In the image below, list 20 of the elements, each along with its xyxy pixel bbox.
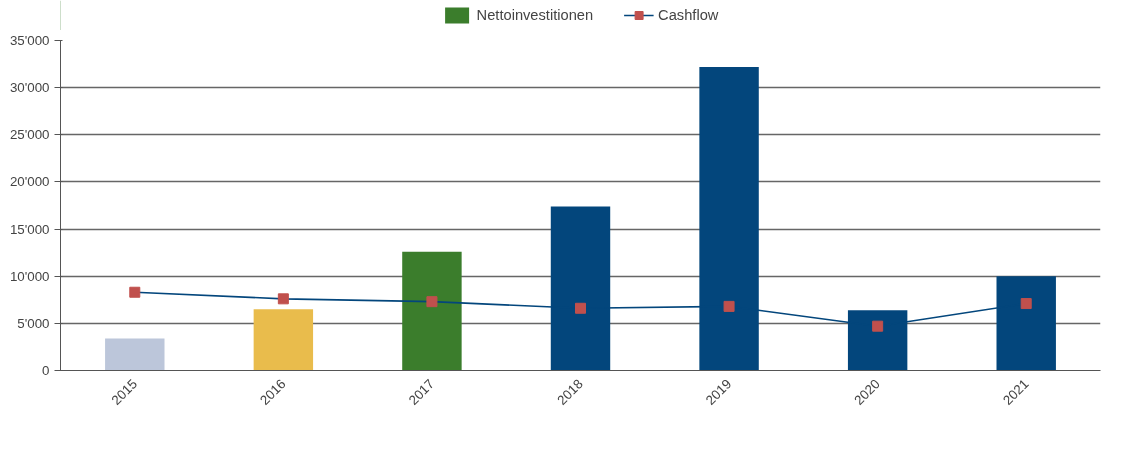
point <box>575 302 586 314</box>
y-tick-label: 35'000 <box>9 33 50 48</box>
y-tick-label: 30'000 <box>9 80 50 96</box>
point <box>277 293 289 305</box>
y-tick-label: 5'000 <box>17 315 50 331</box>
y-tick-label: 15'000 <box>9 221 50 237</box>
y-tick-label: 10'000 <box>9 268 50 284</box>
legend-label: Nettoinvestitionen <box>476 7 594 23</box>
legend-label: Cashflow <box>658 7 719 23</box>
point <box>723 300 735 312</box>
bar <box>253 309 314 371</box>
bar <box>402 251 462 371</box>
point <box>426 296 438 308</box>
point <box>129 286 141 298</box>
bar <box>105 338 165 371</box>
y-tick-label: 0 <box>42 363 50 378</box>
point <box>1020 298 1032 310</box>
y-tick-label: 20'000 <box>9 174 50 190</box>
y-tick-label: 25'000 <box>9 127 50 143</box>
point <box>872 320 884 332</box>
